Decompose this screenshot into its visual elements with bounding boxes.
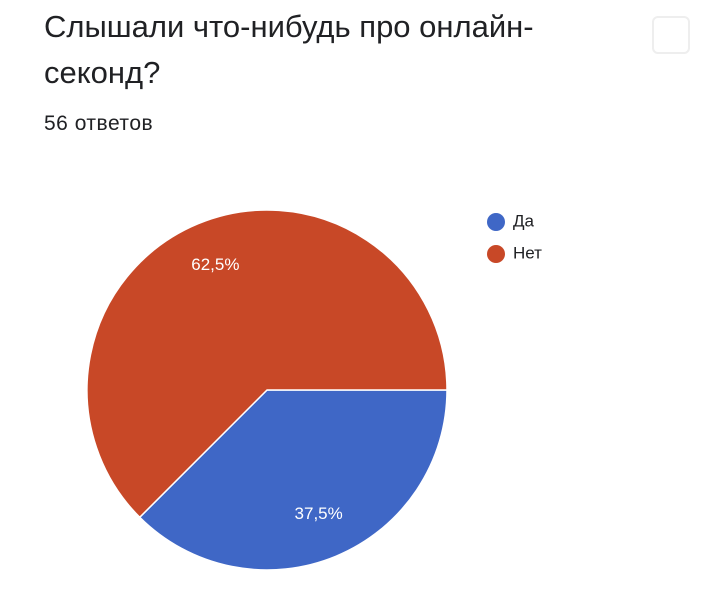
legend-marker	[487, 245, 505, 263]
slice-label: 62,5%	[191, 255, 239, 274]
legend-label: Нет	[513, 243, 542, 262]
pie-slice	[138, 389, 448, 571]
response-count: 56 ответов	[44, 112, 154, 135]
slice-label: 37,5%	[295, 504, 343, 523]
chart-title: Слышали что-нибудь про онлайн-секонд?	[44, 9, 534, 90]
copy-icon[interactable]	[652, 16, 690, 54]
legend-label: Да	[513, 211, 535, 230]
legend-marker	[487, 213, 505, 231]
pie-slice	[86, 209, 448, 519]
